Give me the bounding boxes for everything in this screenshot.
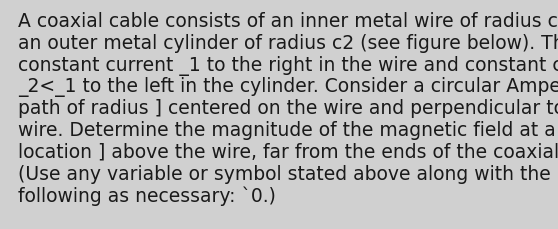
Text: wire. Determine the magnitude of the magnetic field at a: wire. Determine the magnitude of the mag… [18, 120, 556, 139]
Text: A coaxial cable consists of an inner metal wire of radius c1 and: A coaxial cable consists of an inner met… [18, 12, 558, 31]
Text: _2<_1 to the left in the cylinder. Consider a circular Amperian: _2<_1 to the left in the cylinder. Consi… [18, 77, 558, 97]
Text: constant current _1 to the right in the wire and constant current: constant current _1 to the right in the … [18, 55, 558, 75]
Text: an outer metal cylinder of radius c2 (see figure below). There is: an outer metal cylinder of radius c2 (se… [18, 34, 558, 53]
Text: path of radius ] centered on the wire and perpendicular to the: path of radius ] centered on the wire an… [18, 99, 558, 118]
Text: location ] above the wire, far from the ends of the coaxial cable.: location ] above the wire, far from the … [18, 142, 558, 161]
Text: following as necessary: `0.): following as necessary: `0.) [18, 185, 276, 205]
Text: (Use any variable or symbol stated above along with the: (Use any variable or symbol stated above… [18, 164, 551, 183]
